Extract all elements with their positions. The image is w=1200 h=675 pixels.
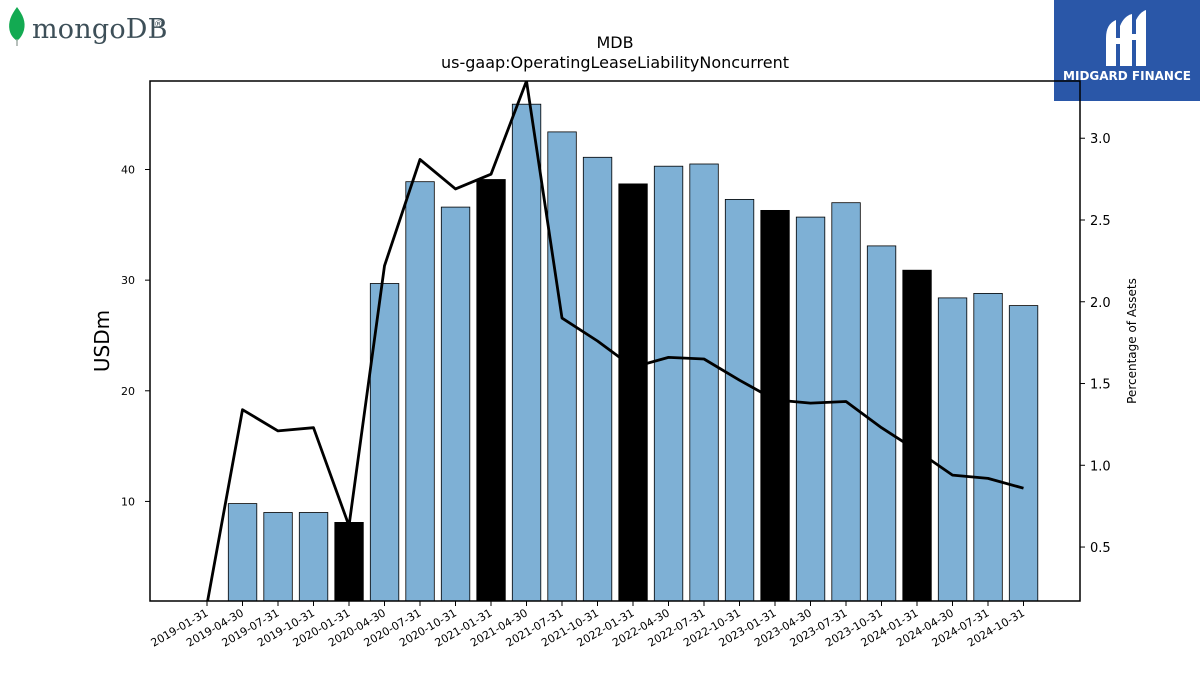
- y2-tick-label: 2.0: [1090, 296, 1111, 311]
- plot-frame: [149, 80, 1081, 602]
- bar-2019-04-30: [227, 503, 258, 602]
- leaf-icon: [9, 7, 25, 46]
- bar-2019-07-31: [263, 512, 293, 602]
- y2-tick-label: 1.0: [1090, 459, 1111, 474]
- y2-tick-label: 2.5: [1090, 214, 1111, 229]
- bar-2024-10-31: [1008, 305, 1039, 602]
- bar-2020-10-31: [440, 206, 471, 602]
- bar-2023-04-30: [795, 216, 826, 602]
- registered-mark: ®: [154, 20, 163, 30]
- y-tick-label: 40: [121, 164, 135, 177]
- mongodb-logo: mongoDB ®: [4, 4, 174, 50]
- chart-title: MDB: [596, 33, 633, 52]
- bar-2021-10-31: [582, 156, 613, 602]
- bar-2024-04-30: [937, 297, 968, 602]
- chart-subtitle: us-gaap:OperatingLeaseLiabilityNoncurren…: [441, 53, 789, 72]
- bar-2022-07-31: [689, 163, 719, 602]
- y-axis-label: USDm: [90, 310, 114, 372]
- y-tick-label: 10: [121, 495, 135, 508]
- y-tick-label: 30: [121, 274, 135, 287]
- bar-2021-04-30: [511, 103, 542, 602]
- y2-tick-label: 0.5: [1090, 541, 1111, 556]
- bar-2020-07-31: [405, 181, 435, 602]
- bar-2021-07-31: [547, 131, 577, 602]
- left-y-axis: 10 20 30 40: [121, 164, 150, 508]
- bar-2022-01-31: [618, 183, 648, 602]
- x-axis: 2019-01-312019-04-302019-07-312019-10-31…: [149, 601, 1027, 650]
- mongodb-wordmark: mongoDB: [32, 14, 168, 45]
- bar-2024-01-31: [902, 269, 932, 602]
- y2-tick-label: 3.0: [1090, 132, 1111, 147]
- bar-2021-01-31: [476, 179, 506, 602]
- percentage-line-group: [206, 81, 1024, 601]
- midgard-finance-wordmark: MIDGARD FINANCE: [1063, 69, 1191, 83]
- bar-2022-10-31: [724, 198, 755, 602]
- midgard-finance-logo: MIDGARD FINANCE: [1054, 0, 1200, 101]
- bar-group: [227, 103, 1039, 602]
- midgard-mark-icon: [1106, 10, 1146, 66]
- bar-2019-10-31: [298, 512, 329, 602]
- y-tick-label: 20: [121, 385, 135, 398]
- y2-axis-label: Percentage of Assets: [1125, 278, 1139, 404]
- bar-2020-01-31: [334, 522, 364, 602]
- y2-tick-label: 1.5: [1090, 378, 1111, 393]
- bar-2023-01-31: [760, 209, 790, 602]
- bar-2023-10-31: [866, 245, 897, 602]
- bar-2024-07-31: [973, 292, 1003, 602]
- percentage-of-assets-line: [206, 81, 1024, 601]
- right-y-axis: 0.5 1.0 1.5 2.0 2.5 3.0: [1080, 132, 1111, 556]
- bar-2022-04-30: [653, 165, 684, 602]
